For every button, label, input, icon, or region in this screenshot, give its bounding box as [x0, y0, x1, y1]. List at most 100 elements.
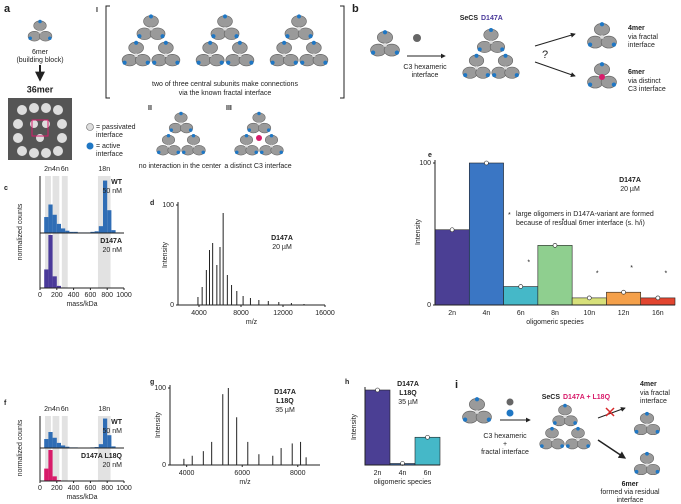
x-tick-label: 4000 [191, 310, 207, 317]
x-tick-label: 600 [85, 292, 97, 299]
band-label: 2n [44, 406, 52, 413]
x-tick-label: 4000 [179, 470, 195, 477]
x-tick-label: 6n [424, 470, 432, 477]
text: interface [617, 497, 644, 504]
series-note: 50 nM [103, 428, 123, 435]
text: via fractal [640, 390, 670, 397]
histogram-bar [107, 210, 112, 233]
x-tick-label: 12n [618, 310, 630, 317]
histogram-bar [52, 276, 57, 288]
text: (building block) [16, 57, 63, 64]
legend-text: = active [96, 143, 120, 150]
histogram-bar [48, 450, 53, 481]
text: SeCS [460, 15, 479, 22]
x-axis-label: m/z [246, 319, 258, 326]
x-tick-label: 0 [38, 292, 42, 299]
sample-label: 35 µM [398, 399, 418, 406]
bar [434, 229, 470, 306]
y-axis-label: normalized counts [17, 419, 24, 476]
histogram-bar [65, 446, 70, 448]
histogram-bar [56, 285, 61, 288]
band-label: 4n [52, 406, 60, 413]
text: 4mer [640, 381, 657, 388]
histogram-bar [90, 231, 95, 233]
text: C3 interface [628, 86, 666, 93]
x-tick-label: 800 [101, 292, 113, 299]
x-tick-label: 600 [85, 485, 97, 492]
text: SeCS [542, 394, 561, 401]
panel-label: h [345, 379, 349, 386]
text: ? [542, 49, 548, 61]
x-tick-label: 4n [399, 470, 407, 477]
text: 36mer [27, 84, 54, 94]
panel-label: b [352, 3, 359, 15]
band-label: 18n [98, 406, 110, 413]
text: 6mer [628, 69, 645, 76]
y-axis-label: normalized counts [17, 203, 24, 260]
legend-text: interface [96, 132, 123, 139]
y-axis-label: Intensity [162, 241, 169, 268]
text: C3 hexameric [483, 433, 527, 440]
histogram-bar [56, 223, 61, 233]
histogram-bar [44, 217, 49, 233]
assembly-icon [196, 14, 254, 66]
axes [364, 387, 440, 466]
icon [633, 451, 661, 476]
highlight [31, 119, 49, 137]
x-tick-label: 2n [374, 470, 382, 477]
bar [414, 436, 441, 466]
text: interface [628, 42, 655, 49]
x-tick-label: 0 [38, 485, 42, 492]
arrow [534, 61, 576, 77]
x-axis-label: mass/kDa [66, 494, 97, 501]
text: 6mer [622, 481, 639, 488]
legend-text: = passivated [96, 124, 136, 131]
panel-label: c [4, 185, 8, 192]
histogram-bar [65, 230, 70, 233]
point [655, 295, 661, 301]
histogram-bar [52, 214, 57, 233]
histogram-bar [103, 418, 108, 448]
icon [633, 411, 661, 436]
panel-b: b C3 hexameric interface SeCS D147A ? 4m… [352, 3, 666, 93]
text: 6mer [32, 49, 49, 56]
x-axis-label: oligomeric species [374, 479, 432, 486]
x-axis-label: oligomeric species [526, 319, 584, 326]
series-note: 20 nM [103, 462, 123, 469]
text: formed via residual [600, 489, 660, 496]
mutation [506, 398, 514, 406]
point [552, 243, 558, 248]
asterisk: * [508, 212, 511, 219]
band-label: 6n [61, 166, 69, 173]
band-label: 4n [52, 166, 60, 173]
caption: no interaction in the center [139, 163, 222, 170]
assembly-icon [540, 404, 591, 449]
text: via distinct [628, 78, 661, 85]
asterisk: * [527, 259, 530, 266]
x-tick-label: 8n [551, 310, 559, 317]
histogram-bar [61, 228, 66, 233]
x-tick-label: 1000 [116, 292, 132, 299]
note: large oligomers in D147A-variant are for… [516, 211, 654, 218]
text: interface [412, 72, 439, 79]
y-axis-label: Intensity [415, 218, 422, 245]
x-tick-label: 10n [583, 310, 595, 317]
assembly-icon [270, 14, 328, 66]
panel-i: i C3 hexameric + fractal interface SeCS … [455, 379, 670, 504]
icon [462, 396, 492, 424]
bar [537, 245, 573, 306]
panel-label: g [150, 379, 154, 386]
icon [370, 29, 400, 57]
y-tick-label: 100 [419, 160, 431, 167]
y-tick-label: 0 [170, 302, 174, 309]
assembly-icon [122, 14, 180, 66]
sample-label: 35 µM [275, 407, 295, 414]
axes [169, 385, 320, 466]
histogram-bar [69, 231, 74, 233]
roman: II [148, 105, 152, 112]
panel-label: d [150, 200, 154, 207]
point [518, 284, 524, 289]
point [621, 289, 626, 295]
x-tick-label: 6n [517, 310, 525, 317]
